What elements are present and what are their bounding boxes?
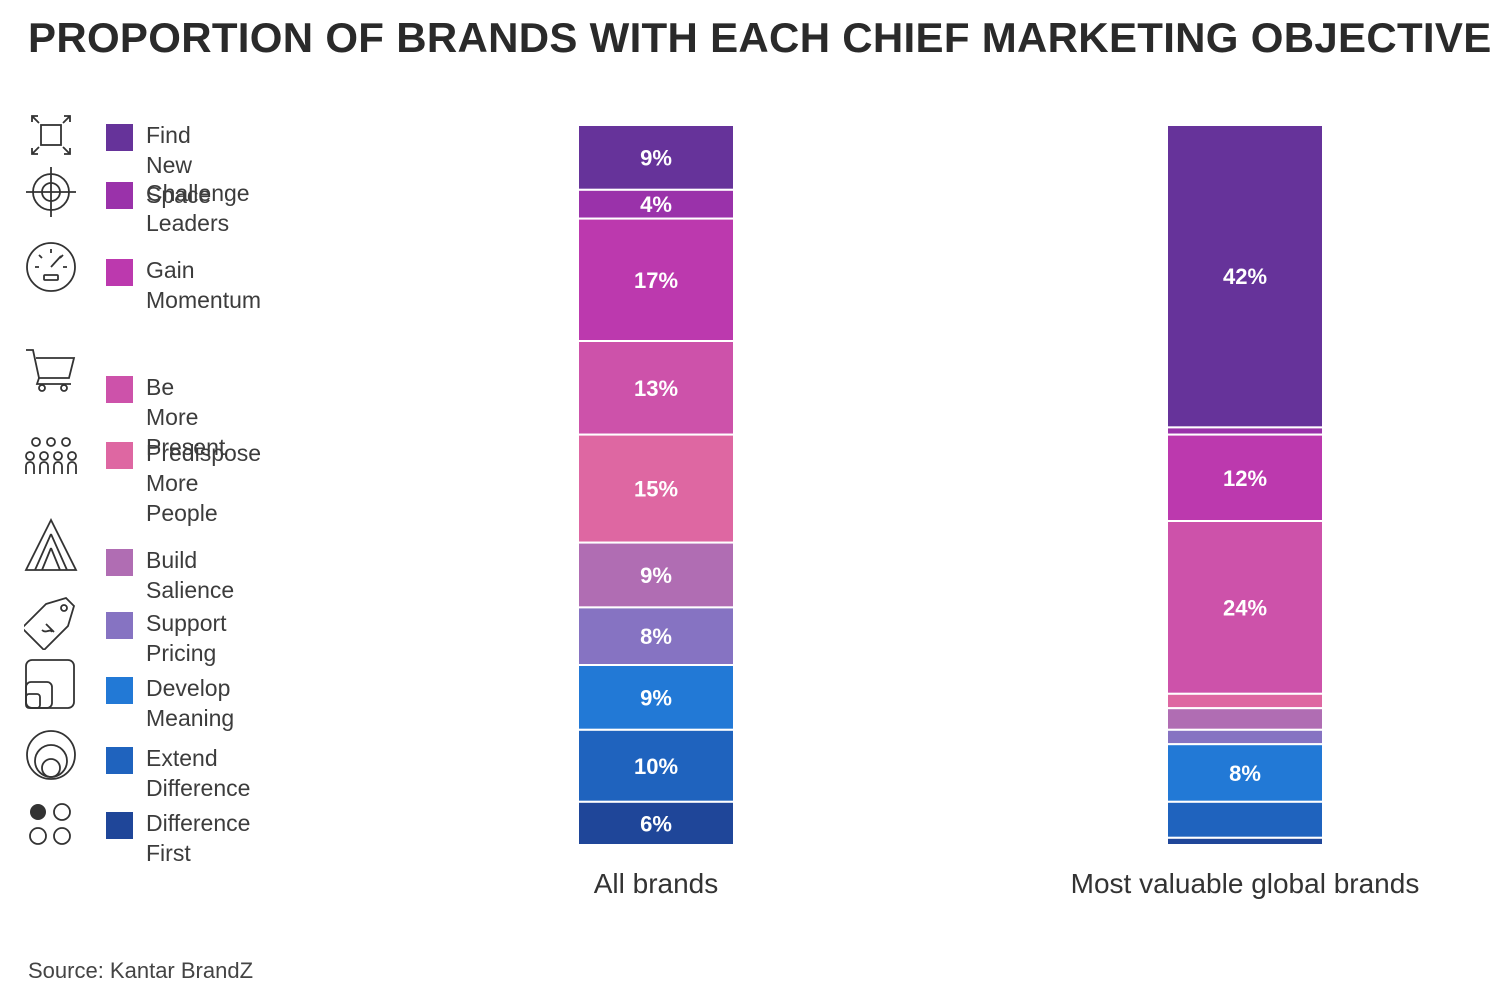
bar-segment bbox=[1166, 836, 1324, 846]
chart-title: PROPORTION OF BRANDS WITH EACH CHIEF MAR… bbox=[28, 14, 1492, 61]
bar-value-label: 17% bbox=[634, 268, 678, 293]
bar-value-label: 9% bbox=[640, 685, 672, 710]
legend-label: Build Salience bbox=[146, 547, 235, 603]
bar-segment bbox=[1166, 800, 1324, 839]
cart-icon bbox=[26, 349, 76, 392]
bar-value-label: 9% bbox=[640, 563, 672, 588]
bar-segment bbox=[1166, 426, 1324, 436]
legend-label: Find New Space bbox=[146, 122, 212, 208]
bar-value-label: 6% bbox=[640, 811, 672, 836]
legend-swatch bbox=[106, 549, 133, 576]
bar-segment bbox=[577, 340, 735, 436]
bar-value-label: 12% bbox=[1223, 466, 1267, 491]
category-label: All brands bbox=[594, 868, 719, 899]
bar-segment bbox=[1166, 692, 1324, 710]
legend-swatch bbox=[106, 182, 133, 209]
legend-swatch bbox=[106, 376, 133, 403]
frames-icon bbox=[25, 659, 75, 709]
legend-swatch bbox=[106, 442, 133, 469]
bar-segment bbox=[577, 728, 735, 803]
bar-segment bbox=[577, 800, 735, 846]
legend-label: Develop Meaning bbox=[146, 675, 235, 731]
legend-swatch bbox=[106, 812, 133, 839]
bar-segment bbox=[1166, 728, 1324, 746]
bar-value-label: 9% bbox=[640, 145, 672, 170]
concentric-circles-icon bbox=[26, 730, 76, 780]
legend-swatch bbox=[106, 259, 133, 286]
legend-label: Gain Momentum bbox=[146, 257, 262, 313]
legend-swatch bbox=[106, 124, 133, 151]
bar-segment bbox=[1166, 743, 1324, 803]
bar-value-label: 4% bbox=[640, 192, 672, 217]
bar-value-label: 42% bbox=[1223, 264, 1267, 289]
bar-segment bbox=[577, 541, 735, 609]
legend-label: Challenge Leaders bbox=[146, 180, 250, 236]
dots-icon bbox=[29, 803, 71, 845]
category-label: Most valuable global brands bbox=[1071, 868, 1420, 899]
bar-value-label: 8% bbox=[1229, 761, 1261, 786]
bar-value-label: 10% bbox=[634, 754, 678, 779]
bar-value-label: 24% bbox=[1223, 595, 1267, 620]
bar-value-label: 8% bbox=[640, 624, 672, 649]
target-icon bbox=[26, 167, 76, 217]
expand-icon bbox=[31, 115, 71, 155]
bar-segment bbox=[577, 217, 735, 343]
people-icon bbox=[25, 437, 77, 474]
legend-label: Predispose More People bbox=[146, 440, 262, 526]
price-tag-icon bbox=[24, 596, 76, 650]
bar-segment bbox=[577, 664, 735, 731]
legend-label: Support Pricing bbox=[146, 610, 227, 666]
bar-segment bbox=[1166, 520, 1324, 695]
legend-label: Be More Present bbox=[146, 374, 226, 460]
legend-label: Difference First bbox=[146, 810, 251, 866]
legend-swatch bbox=[106, 747, 133, 774]
legend-swatch bbox=[106, 677, 133, 704]
bar-segment bbox=[1166, 707, 1324, 731]
legend-label: Extend Difference bbox=[146, 745, 251, 801]
bar-segment bbox=[1166, 433, 1324, 523]
pyramid-icon bbox=[24, 518, 78, 571]
bar-value-label: 15% bbox=[634, 477, 678, 502]
bar-value-label: 13% bbox=[634, 376, 678, 401]
bar-segment bbox=[577, 433, 735, 544]
legend-swatch bbox=[106, 612, 133, 639]
source-note: Source: Kantar BrandZ bbox=[28, 958, 254, 983]
speedometer-icon bbox=[26, 242, 76, 292]
bar-segment bbox=[577, 124, 735, 191]
